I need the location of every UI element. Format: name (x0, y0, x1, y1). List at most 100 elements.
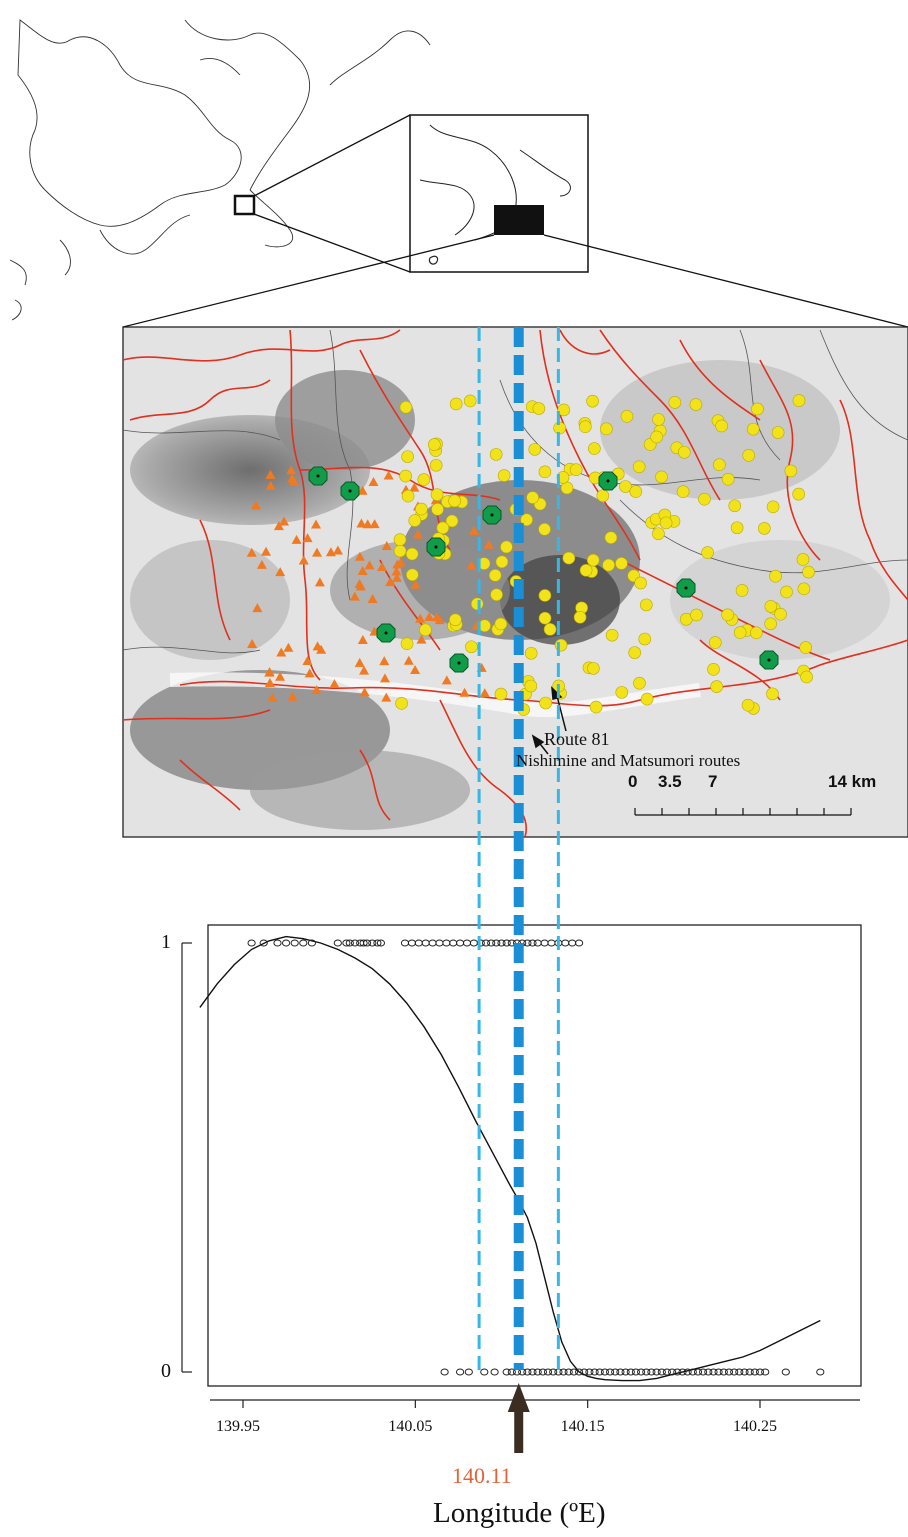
data-point (735, 1368, 744, 1376)
yellow-sample-point (489, 448, 503, 461)
yellow-sample-point (543, 623, 557, 636)
orange-sample-point (385, 577, 396, 587)
orange-sample-point (354, 579, 365, 589)
yellow-sample-point (766, 500, 780, 514)
orange-sample-point (359, 665, 370, 675)
zoom-line (253, 114, 411, 197)
orange-sample-point (265, 469, 276, 479)
yellow-sample-point (408, 514, 422, 527)
data-point (678, 1368, 687, 1376)
data-point (575, 939, 584, 947)
yellow-sample-point (796, 553, 810, 566)
yellow-sample-point (431, 503, 444, 516)
yellow-sample-point (659, 516, 673, 530)
orange-sample-point (357, 485, 368, 495)
data-point (247, 939, 256, 947)
orange-sample-point (409, 482, 420, 492)
yellow-sample-point (588, 442, 601, 455)
orange-sample-point (304, 668, 315, 678)
nishimine-matsumori-label: Nishimine and Matsumori routes (516, 751, 741, 770)
y-axis (181, 942, 192, 1373)
orange-sample-point (362, 519, 373, 529)
yellow-sample-point (741, 698, 755, 712)
yellow-sample-point (539, 696, 552, 710)
yellow-sample-point (710, 680, 723, 693)
yellow-sample-point (792, 487, 805, 501)
data-point (497, 939, 506, 947)
orange-sample-point (367, 593, 378, 603)
data-point (523, 1368, 532, 1376)
yellow-sample-point (735, 584, 749, 597)
yellow-sample-point (774, 607, 787, 621)
yellow-sample-point (494, 617, 508, 631)
data-point (600, 1368, 610, 1376)
yellow-sample-point (579, 564, 593, 577)
orange-sample-point (325, 547, 336, 557)
data-point (683, 1368, 692, 1376)
data-point (590, 1368, 599, 1376)
yellow-sample-point (733, 626, 747, 639)
data-point (464, 1368, 473, 1376)
data-point (345, 939, 354, 947)
yellow-sample-point (707, 663, 720, 676)
yellow-sample-point (465, 640, 478, 654)
yellow-sample-point (799, 641, 813, 654)
data-point (333, 939, 342, 947)
yellow-sample-point (615, 557, 628, 570)
yellow-sample-point (604, 531, 618, 544)
yellow-sample-point (538, 589, 552, 602)
yellow-sample-point (532, 402, 546, 415)
yellow-sample-point (538, 523, 551, 536)
orange-sample-point (479, 688, 490, 698)
yellow-sample-point (797, 582, 811, 596)
data-point (480, 1368, 489, 1376)
orange-sample-point (349, 591, 360, 601)
yellow-sample-point (524, 646, 538, 660)
data-point (616, 1368, 625, 1376)
orange-sample-point (356, 518, 367, 528)
yellow-sample-point (746, 422, 760, 436)
orange-sample-point (354, 657, 365, 667)
data-point (626, 1368, 635, 1376)
yellow-sample-point (634, 576, 647, 590)
yellow-sample-point (784, 464, 798, 478)
yellow-sample-point (676, 485, 690, 499)
yellow-sample-point (638, 632, 652, 646)
yellow-sample-point (497, 469, 511, 482)
data-point (363, 939, 372, 947)
data-point (259, 939, 268, 947)
scale-label-7: 7 (708, 772, 718, 791)
green-point-center (606, 479, 610, 483)
yellow-sample-point (619, 480, 632, 493)
orange-sample-point (311, 547, 322, 557)
data-point (549, 1368, 558, 1376)
yellow-sample-point (721, 472, 735, 486)
data-point (523, 939, 532, 947)
yellow-sample-point (596, 489, 610, 503)
yellow-sample-point (495, 555, 509, 569)
yellow-sample-point (393, 533, 407, 546)
data-point (704, 1368, 713, 1376)
x-tick-label: 139.95 (216, 1418, 260, 1435)
orange-sample-point (412, 529, 423, 539)
yellow-sample-point (655, 470, 668, 484)
data-point (507, 1368, 516, 1376)
yellow-sample-point (436, 521, 450, 535)
yellow-sample-point (401, 489, 415, 503)
data-point (481, 939, 491, 947)
orange-sample-point (381, 692, 392, 702)
data-point (273, 939, 282, 947)
yellow-sample-point (449, 397, 463, 411)
orange-sample-point (276, 647, 287, 657)
orange-sample-point (359, 687, 370, 697)
plot-frame (207, 924, 862, 1387)
yellow-sample-point (728, 499, 742, 513)
data-point (376, 939, 385, 947)
orange-sample-point (267, 692, 278, 702)
data-point (373, 939, 382, 947)
orange-sample-point (302, 533, 313, 543)
yellow-sample-point (715, 419, 728, 433)
yellow-sample-point (395, 697, 408, 710)
data-point (816, 1368, 825, 1376)
data-point (492, 939, 501, 947)
